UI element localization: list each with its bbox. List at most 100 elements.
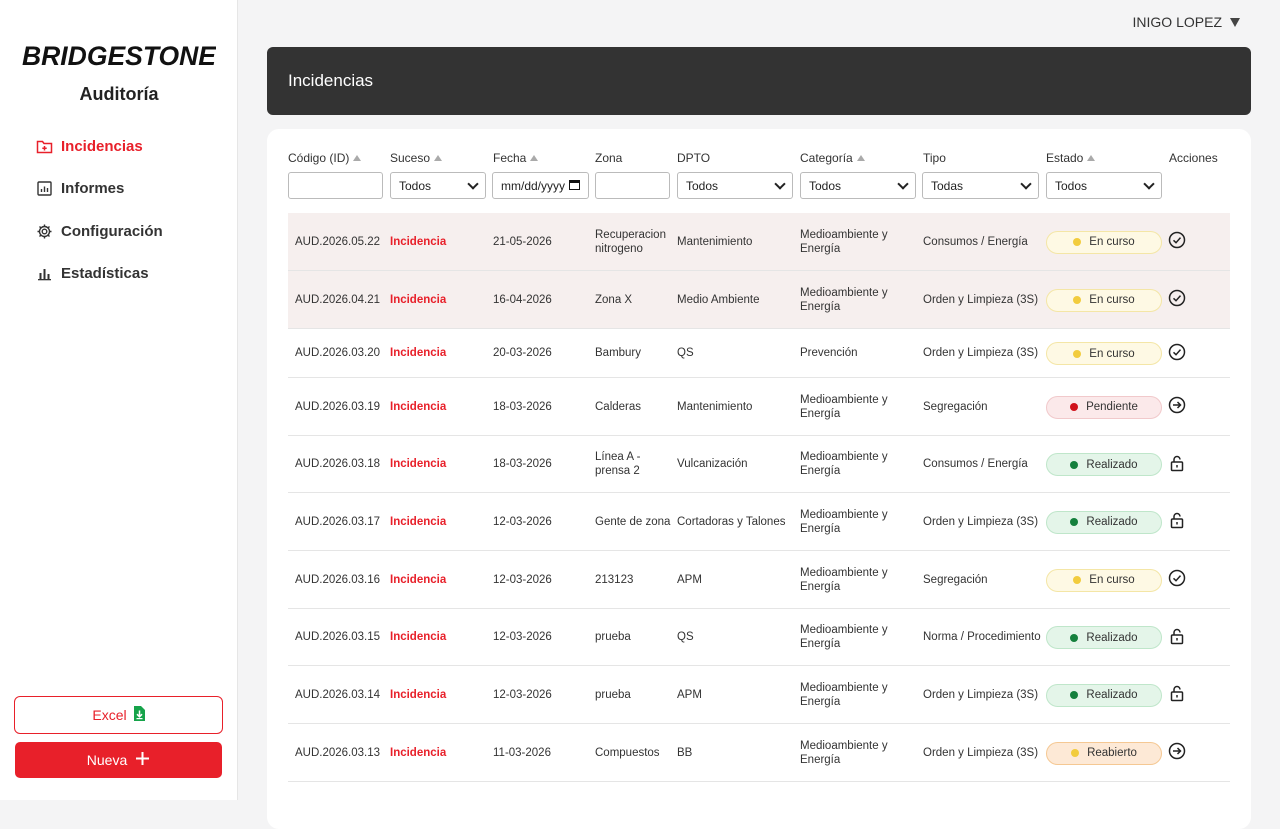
status-label: En curso — [1089, 294, 1135, 306]
cell-dpto: Mantenimiento — [677, 235, 753, 248]
folder-plus-icon — [36, 138, 53, 155]
cell-fecha: 16-04-2026 — [493, 293, 552, 306]
calendar-icon[interactable] — [569, 179, 580, 193]
gear-icon — [36, 223, 53, 240]
check-circle-icon[interactable] — [1168, 343, 1186, 361]
cell-zona: Gente de zona — [595, 515, 671, 528]
status-dot — [1073, 238, 1082, 246]
cell-categoria: Medioambiente y Energía — [800, 393, 888, 420]
table-row[interactable]: AUD.2026.04.21 Incidencia 16-04-2026 Zona X… — [288, 271, 1230, 329]
status-badge: Reabierto — [1046, 741, 1162, 765]
cell-fecha: 18-03-2026 — [493, 458, 552, 470]
table-row[interactable]: AUD.2026.03.18 Incidencia 18-03-2026 Línea … — [288, 436, 1230, 493]
table-row[interactable]: AUD.2026.03.15 Incidencia 12-03-2026 prueba… — [288, 609, 1230, 666]
lock-open-icon[interactable] — [1168, 627, 1186, 645]
status-dot — [1071, 749, 1080, 757]
status-badge: En curso — [1046, 568, 1162, 592]
cell-tipo: Segregación — [923, 573, 988, 586]
status-label: Reabierto — [1087, 747, 1137, 759]
cell-suceso: Incidencia — [390, 631, 447, 643]
status-dot — [1073, 349, 1082, 358]
report-chart-icon — [36, 180, 53, 197]
fecha-filter-input[interactable]: mm/dd/yyyy — [492, 172, 589, 199]
column-header-categoria[interactable]: Categoría — [800, 150, 865, 166]
cell-dpto: BB — [677, 746, 693, 759]
cell-suceso: Incidencia — [390, 746, 447, 759]
cell-suceso: Incidencia — [390, 688, 447, 701]
table-row[interactable]: AUD.2026.03.17 Incidencia 12-03-2026 Gente … — [288, 493, 1230, 551]
lock-open-icon[interactable] — [1168, 684, 1186, 702]
lock-open-icon[interactable] — [1168, 454, 1186, 472]
excel-export-button[interactable]: Excel — [14, 696, 223, 734]
cell-tipo: Orden y Limpieza (3S) — [923, 515, 1039, 528]
table-row[interactable]: AUD.2026.03.19 Incidencia 18-03-2026 Calder… — [288, 378, 1230, 436]
sidebar-item-incidencias[interactable]: Incidencias — [36, 134, 163, 158]
tipo-filter-select[interactable]: Todas — [922, 172, 1039, 199]
codigo-filter-input[interactable] — [288, 172, 383, 199]
status-dot — [1073, 296, 1082, 304]
status-label: Realizado — [1086, 631, 1138, 644]
status-dot — [1070, 633, 1079, 642]
cell-id: AUD.2026.03.16 — [295, 573, 381, 586]
estado-filter-select[interactable]: Todos — [1046, 172, 1162, 199]
column-header-estado[interactable]: Estado — [1046, 150, 1096, 166]
arrow-right-circle-icon[interactable] — [1168, 396, 1186, 414]
status-dot — [1073, 576, 1082, 584]
cell-fecha: 11-03-2026 — [493, 746, 551, 759]
cell-zona: Bambury — [595, 347, 642, 359]
cell-categoria: Medioambiente y Energía — [800, 681, 888, 708]
dpto-filter-select[interactable]: Todos — [677, 172, 793, 199]
check-circle-icon[interactable] — [1168, 231, 1186, 249]
sort-asc-icon — [1087, 155, 1096, 161]
sidebar-item-estadisticas[interactable]: Estadísticas — [36, 262, 163, 286]
sidebar-item-configuracion[interactable]: Configuración — [36, 219, 163, 243]
cell-id: AUD.2026.03.13 — [295, 746, 381, 759]
cell-categoria: Medioambiente y Energía — [800, 566, 888, 593]
table-row[interactable]: AUD.2026.05.22 Incidencia 21-05-2026 Recupe… — [288, 213, 1230, 271]
table-row[interactable]: AUD.2026.03.13 Incidencia 11-03-2026 Compue… — [288, 724, 1230, 782]
categoria-filter-select[interactable]: Todos — [800, 172, 916, 199]
status-dot — [1070, 403, 1079, 411]
table-row[interactable]: AUD.2026.03.16 Incidencia 12-03-2026 213123… — [288, 551, 1230, 609]
sidebar-item-label: Informes — [61, 180, 125, 197]
cell-zona: Recuperacion nitrogeno — [595, 228, 666, 255]
bar-chart-icon — [36, 265, 53, 282]
cell-suceso: Incidencia — [390, 347, 447, 359]
cell-suceso: Incidencia — [390, 235, 447, 248]
bridgestone-logo[interactable]: BRIDGESTONE — [22, 41, 216, 69]
arrow-right-circle-icon[interactable] — [1168, 742, 1186, 760]
column-header-codigo[interactable]: Código (ID) — [288, 150, 362, 166]
cell-tipo: Norma / Procedimiento — [923, 631, 1041, 643]
zona-filter-input[interactable] — [595, 172, 670, 199]
suceso-filter-select[interactable]: Todos — [390, 172, 486, 199]
cell-dpto: Mantenimiento — [677, 400, 753, 413]
excel-button-label: Excel — [92, 707, 127, 723]
table-row[interactable]: AUD.2026.03.14 Incidencia 12-03-2026 prueba… — [288, 666, 1230, 724]
chevron-down-icon — [467, 177, 479, 190]
cell-dpto: QS — [677, 631, 694, 643]
user-menu[interactable]: INIGO LOPEZ — [1133, 14, 1240, 30]
cell-categoria: Medioambiente y Energía — [800, 451, 888, 477]
chevron-down-icon — [774, 177, 786, 190]
check-circle-icon[interactable] — [1168, 289, 1186, 307]
cell-categoria: Medioambiente y Energía — [800, 624, 888, 650]
check-circle-icon[interactable] — [1168, 569, 1186, 587]
sidebar-item-informes[interactable]: Informes — [36, 177, 163, 201]
lock-open-icon[interactable] — [1168, 511, 1186, 529]
status-label: En curso — [1089, 347, 1135, 360]
nueva-button[interactable]: Nueva — [15, 742, 222, 778]
cell-tipo: Orden y Limpieza (3S) — [923, 293, 1039, 306]
sidebar-nav: Incidencias Informes Configuración Estad… — [36, 134, 163, 304]
sort-asc-icon — [856, 155, 865, 161]
cell-id: AUD.2026.03.17 — [295, 515, 381, 528]
cell-suceso: Incidencia — [390, 515, 447, 528]
sort-asc-icon — [530, 155, 539, 161]
cell-fecha: 12-03-2026 — [493, 573, 552, 586]
column-header-fecha[interactable]: Fecha — [493, 150, 539, 166]
status-dot — [1070, 691, 1079, 699]
cell-id: AUD.2026.03.18 — [295, 458, 381, 470]
column-header-suceso[interactable]: Suceso — [390, 150, 443, 166]
table-row[interactable]: AUD.2026.03.20 Incidencia 20-03-2026 Bambur… — [288, 329, 1230, 378]
cell-zona: Zona X — [595, 293, 633, 306]
cell-zona: Línea A - prensa 2 — [595, 451, 641, 477]
